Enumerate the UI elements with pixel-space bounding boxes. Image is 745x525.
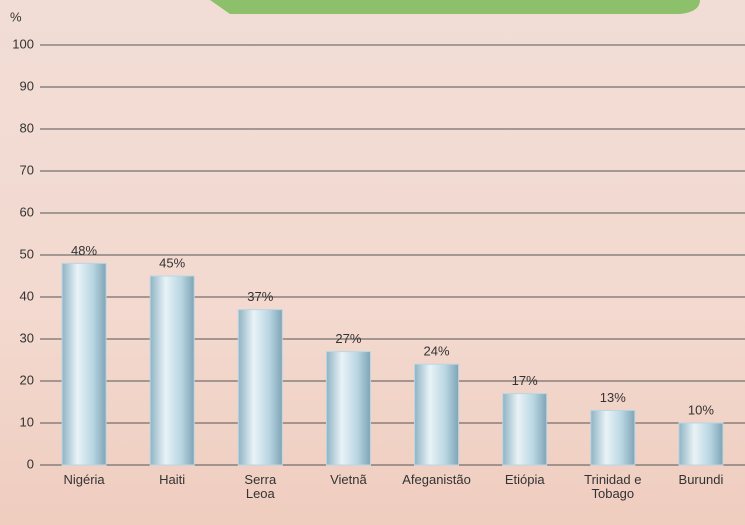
value-label: 45% xyxy=(159,255,185,270)
x-tick-label: Vietnã xyxy=(330,472,367,487)
y-tick-label: 20 xyxy=(20,372,34,387)
y-tick-label: 70 xyxy=(20,162,34,177)
value-label: 10% xyxy=(688,402,714,417)
y-tick-label: 40 xyxy=(20,288,34,303)
bar xyxy=(678,422,724,466)
bar xyxy=(414,363,460,466)
x-tick-label: Afeganistão xyxy=(402,472,471,487)
y-tick-label: 100 xyxy=(12,36,34,51)
bar xyxy=(502,393,548,466)
y-tick-label: 0 xyxy=(27,456,34,471)
y-tick-label: 90 xyxy=(20,78,34,93)
y-tick-label: 60 xyxy=(20,204,34,219)
x-tick-label: Etiópia xyxy=(504,472,545,487)
y-tick-label: 50 xyxy=(20,246,34,261)
bar xyxy=(149,275,195,466)
x-tick-label: Burundi xyxy=(678,472,724,487)
value-label: 27% xyxy=(335,331,361,346)
x-tick-label: Haiti xyxy=(159,472,186,487)
x-tick-label: Serra Leoa xyxy=(244,472,277,501)
value-label: 37% xyxy=(247,289,273,304)
value-label: 48% xyxy=(71,243,97,258)
value-label: 13% xyxy=(600,390,626,405)
bar xyxy=(237,309,283,466)
y-axis-label: % xyxy=(10,9,22,24)
value-label: 17% xyxy=(512,373,538,388)
header-banner xyxy=(210,0,700,14)
y-tick-label: 30 xyxy=(20,330,34,345)
bar xyxy=(590,409,636,466)
y-tick-label: 80 xyxy=(20,120,34,135)
x-tick-label: Trinidad e Tobago xyxy=(584,472,642,501)
bar xyxy=(325,351,371,466)
value-label: 24% xyxy=(424,344,450,359)
x-tick-label: Nigéria xyxy=(63,472,105,487)
y-tick-label: 10 xyxy=(20,414,34,429)
bar xyxy=(61,262,107,466)
